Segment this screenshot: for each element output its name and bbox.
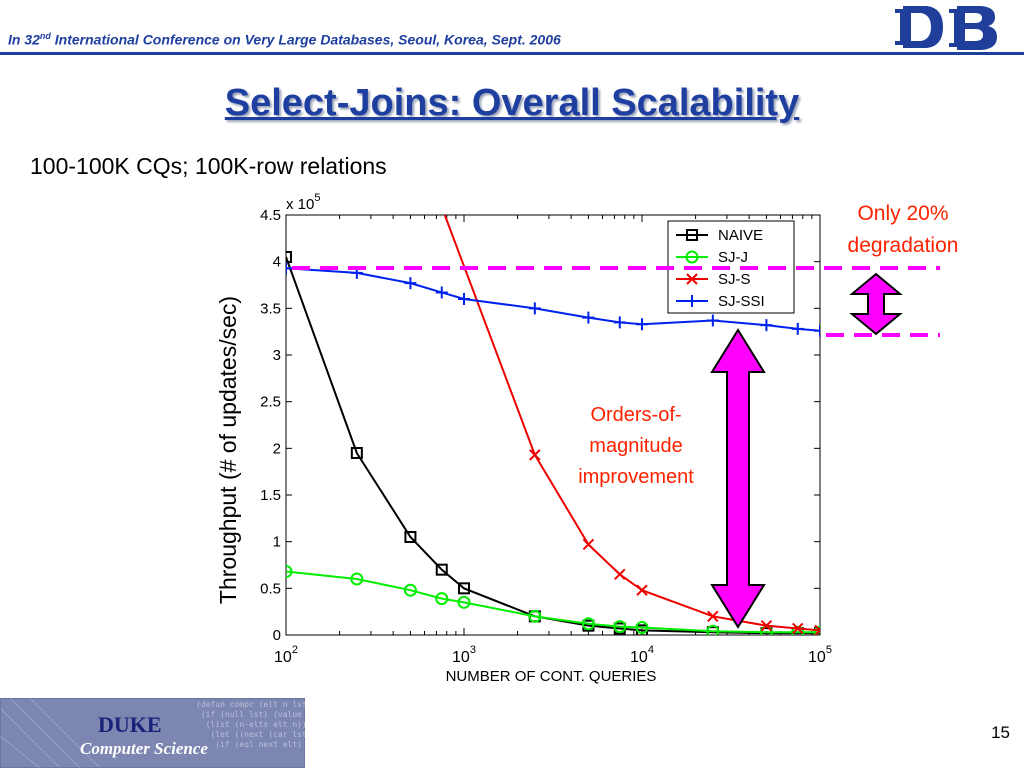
data-point bbox=[636, 584, 648, 596]
improvement-note-line1: Orders-of- bbox=[590, 404, 682, 426]
improvement-note-line3: improvement bbox=[578, 466, 694, 488]
slide-title: Select-Joins: Overall Scalability bbox=[224, 82, 800, 124]
data-point bbox=[636, 318, 648, 331]
department-name: Computer Science bbox=[80, 739, 208, 758]
data-point bbox=[457, 595, 471, 609]
data-point bbox=[613, 620, 627, 634]
legend-marker bbox=[686, 229, 698, 241]
data-point bbox=[792, 622, 804, 635]
y-tick-label: 0.5 bbox=[260, 580, 281, 597]
improvement-arrow-icon bbox=[710, 328, 766, 629]
data-point bbox=[791, 322, 804, 335]
y-tick-label: 1.5 bbox=[260, 487, 281, 504]
legend-label: SJ-SSI bbox=[718, 293, 765, 310]
banner-code-decoration-icon: (defun compr (elt n lst) (if (null lst) … bbox=[196, 700, 305, 749]
data-point bbox=[350, 572, 364, 586]
series-line bbox=[286, 570, 820, 634]
data-point bbox=[813, 625, 820, 635]
conference-prefix: In 32 bbox=[8, 31, 40, 48]
data-point bbox=[435, 286, 448, 299]
legend-label: SJ-S bbox=[718, 271, 751, 288]
data-point bbox=[613, 316, 626, 329]
conference-superscript: nd bbox=[39, 31, 51, 41]
legend-entry: SJ-J bbox=[676, 249, 748, 266]
data-point bbox=[791, 625, 805, 635]
data-point bbox=[404, 531, 417, 543]
duke-cs-banner: (defun compr (elt n lst) (if (null lst) … bbox=[0, 698, 305, 768]
slide-footer: (defun compr (elt n lst) (if (null lst) … bbox=[0, 698, 1024, 768]
data-point bbox=[286, 262, 292, 275]
duke-db-logo-icon bbox=[895, 6, 997, 50]
data-point bbox=[581, 617, 595, 631]
legend-entry: SJ-SSI bbox=[676, 293, 765, 310]
data-point bbox=[350, 447, 363, 459]
y-tick-label: 2 bbox=[273, 440, 281, 457]
y-axis-title: Throughput (# of updates/sec) bbox=[215, 296, 241, 604]
x-tick-label: 105 bbox=[808, 644, 832, 666]
data-point bbox=[582, 538, 595, 551]
degradation-note-line1: Only 20% bbox=[857, 202, 949, 225]
data-point bbox=[458, 293, 470, 305]
series-sj-s bbox=[443, 215, 820, 635]
data-point bbox=[760, 619, 773, 632]
header-divider bbox=[0, 52, 1024, 55]
series-sj-ssi bbox=[286, 262, 820, 337]
data-point bbox=[707, 610, 719, 623]
data-point bbox=[286, 251, 292, 263]
legend-entry: NAIVE bbox=[676, 227, 763, 244]
data-point bbox=[582, 311, 595, 324]
improvement-note-line2: magnitude bbox=[589, 435, 683, 457]
data-point bbox=[706, 314, 719, 327]
conference-header: In 32nd International Conference on Very… bbox=[0, 0, 1024, 58]
data-point bbox=[706, 624, 720, 635]
y-tick-label: 1 bbox=[273, 534, 281, 551]
y-tick-label: 3.5 bbox=[260, 300, 281, 317]
legend-label: NAIVE bbox=[718, 227, 763, 244]
x-tick-label: 103 bbox=[452, 644, 476, 666]
data-point bbox=[404, 277, 417, 290]
data-point bbox=[760, 319, 773, 332]
legend-marker bbox=[686, 273, 698, 285]
y-tick-label: 4 bbox=[273, 254, 281, 271]
page-number: 15 bbox=[991, 723, 1010, 742]
x-axis-title: NUMBER OF CONT. QUERIES bbox=[446, 668, 657, 685]
data-point bbox=[435, 592, 449, 606]
y-tick-label: 0 bbox=[273, 627, 281, 644]
data-point bbox=[814, 624, 820, 635]
data-point bbox=[435, 563, 448, 576]
y-tick-label: 3 bbox=[273, 347, 281, 364]
data-point bbox=[528, 609, 542, 623]
y-tick-label: 2.5 bbox=[260, 394, 281, 411]
data-point bbox=[458, 582, 470, 595]
data-point bbox=[528, 302, 541, 315]
throughput-chart: 0 0.5 1 1.5 2 2.5 3 3.5 4 4.5 102 103 104 105 x 105 NUM… bbox=[215, 192, 940, 685]
legend-marker bbox=[686, 295, 698, 307]
slide-subtitle: 100-100K CQs; 100K-row relations bbox=[30, 153, 387, 179]
conference-suffix: International Conference on Very Large D… bbox=[50, 31, 561, 48]
banner-background-icon bbox=[0, 698, 305, 768]
degradation-note-line2: degradation bbox=[847, 234, 959, 257]
x-tick-label: 104 bbox=[630, 644, 654, 666]
y-tick-label: 4.5 bbox=[260, 207, 281, 224]
data-point bbox=[635, 621, 649, 635]
y-multiplier-label: x 105 bbox=[286, 192, 320, 213]
data-point bbox=[814, 324, 820, 337]
degradation-note: Only 20% degradation bbox=[828, 198, 978, 262]
degradation-arrow-icon bbox=[849, 272, 903, 336]
legend-label: SJ-J bbox=[718, 249, 748, 266]
conference-line: In 32nd International Conference on Very… bbox=[8, 31, 561, 48]
series-sj-j bbox=[286, 565, 820, 635]
data-point bbox=[529, 449, 541, 461]
data-point bbox=[286, 565, 293, 579]
data-point bbox=[403, 583, 417, 597]
x-tick-label: 102 bbox=[274, 644, 298, 666]
improvement-note: Orders-of- magnitude improvement bbox=[556, 400, 716, 493]
legend-entry: SJ-S bbox=[676, 271, 751, 288]
data-point bbox=[614, 568, 626, 581]
duke-wordmark: DUKE bbox=[98, 712, 162, 737]
legend-marker bbox=[685, 250, 699, 264]
